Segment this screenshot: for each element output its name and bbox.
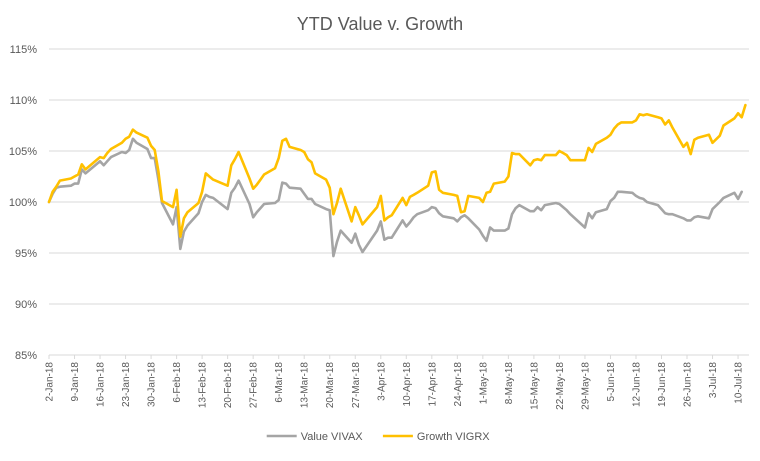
- x-tick-label: 6-Feb-18: [172, 362, 183, 403]
- x-tick-label: 3-Jul-18: [708, 362, 719, 399]
- x-tick-label: 2-Jan-18: [45, 362, 56, 402]
- legend-label-growth-vigrx: Growth VIGRX: [417, 431, 490, 443]
- y-tick-label: 100%: [9, 197, 37, 209]
- x-tick-label: 16-Jan-18: [96, 362, 107, 407]
- y-tick-label: 115%: [10, 44, 38, 56]
- legend-label-value-vivax: Value VIVAX: [301, 431, 364, 443]
- series-line-growth-vigrx: [47, 103, 747, 238]
- y-tick-label: 90%: [15, 299, 37, 311]
- x-tick-label: 5-Jun-18: [606, 362, 617, 402]
- legend: Value VIVAX Growth VIGRX: [266, 431, 490, 443]
- x-tick-label: 22-May-18: [555, 362, 566, 410]
- x-tick-label: 13-Feb-18: [198, 362, 209, 409]
- x-axis-tick-labels: 2-Jan-18 9-Jan-18 16-Jan-18 23-Jan-18 30-Jan…: [45, 355, 745, 410]
- x-tick-label: 8-May-18: [504, 362, 515, 405]
- x-tick-label: 26-Jun-18: [683, 362, 694, 407]
- y-tick-label: 105%: [9, 146, 37, 158]
- x-tick-label: 30-Jan-18: [147, 362, 158, 407]
- x-tick-label: 3-Apr-18: [376, 362, 387, 401]
- x-tick-label: 23-Jan-18: [121, 362, 132, 407]
- x-tick-label: 24-Apr-18: [453, 362, 464, 407]
- series-lines: [47, 103, 747, 258]
- x-tick-label: 27-Feb-18: [249, 362, 260, 409]
- y-axis-tick-labels: 85% 90% 95% 100% 105% 110% 115%: [9, 44, 37, 362]
- x-tick-label: 10-Apr-18: [402, 362, 413, 407]
- x-tick-label: 20-Feb-18: [223, 362, 234, 409]
- x-tick-label: 13-Mar-18: [300, 362, 311, 409]
- x-tick-label: 20-Mar-18: [325, 362, 336, 409]
- y-tick-label: 95%: [15, 248, 37, 260]
- chart-title: YTD Value v. Growth: [297, 14, 463, 34]
- x-tick-label: 17-Apr-18: [427, 362, 438, 407]
- x-tick-label: 9-Jan-18: [70, 362, 81, 402]
- x-tick-label: 15-May-18: [529, 362, 540, 410]
- x-tick-label: 1-May-18: [478, 362, 489, 405]
- x-tick-label: 12-Jun-18: [631, 362, 642, 407]
- x-tick-label: 29-May-18: [580, 362, 591, 410]
- x-tick-label: 19-Jun-18: [657, 362, 668, 407]
- x-tick-label: 10-Jul-18: [734, 362, 745, 404]
- x-tick-label: 6-Mar-18: [274, 362, 285, 403]
- x-tick-label: 27-Mar-18: [351, 362, 362, 409]
- y-tick-label: 110%: [10, 95, 38, 107]
- y-tick-label: 85%: [15, 350, 37, 362]
